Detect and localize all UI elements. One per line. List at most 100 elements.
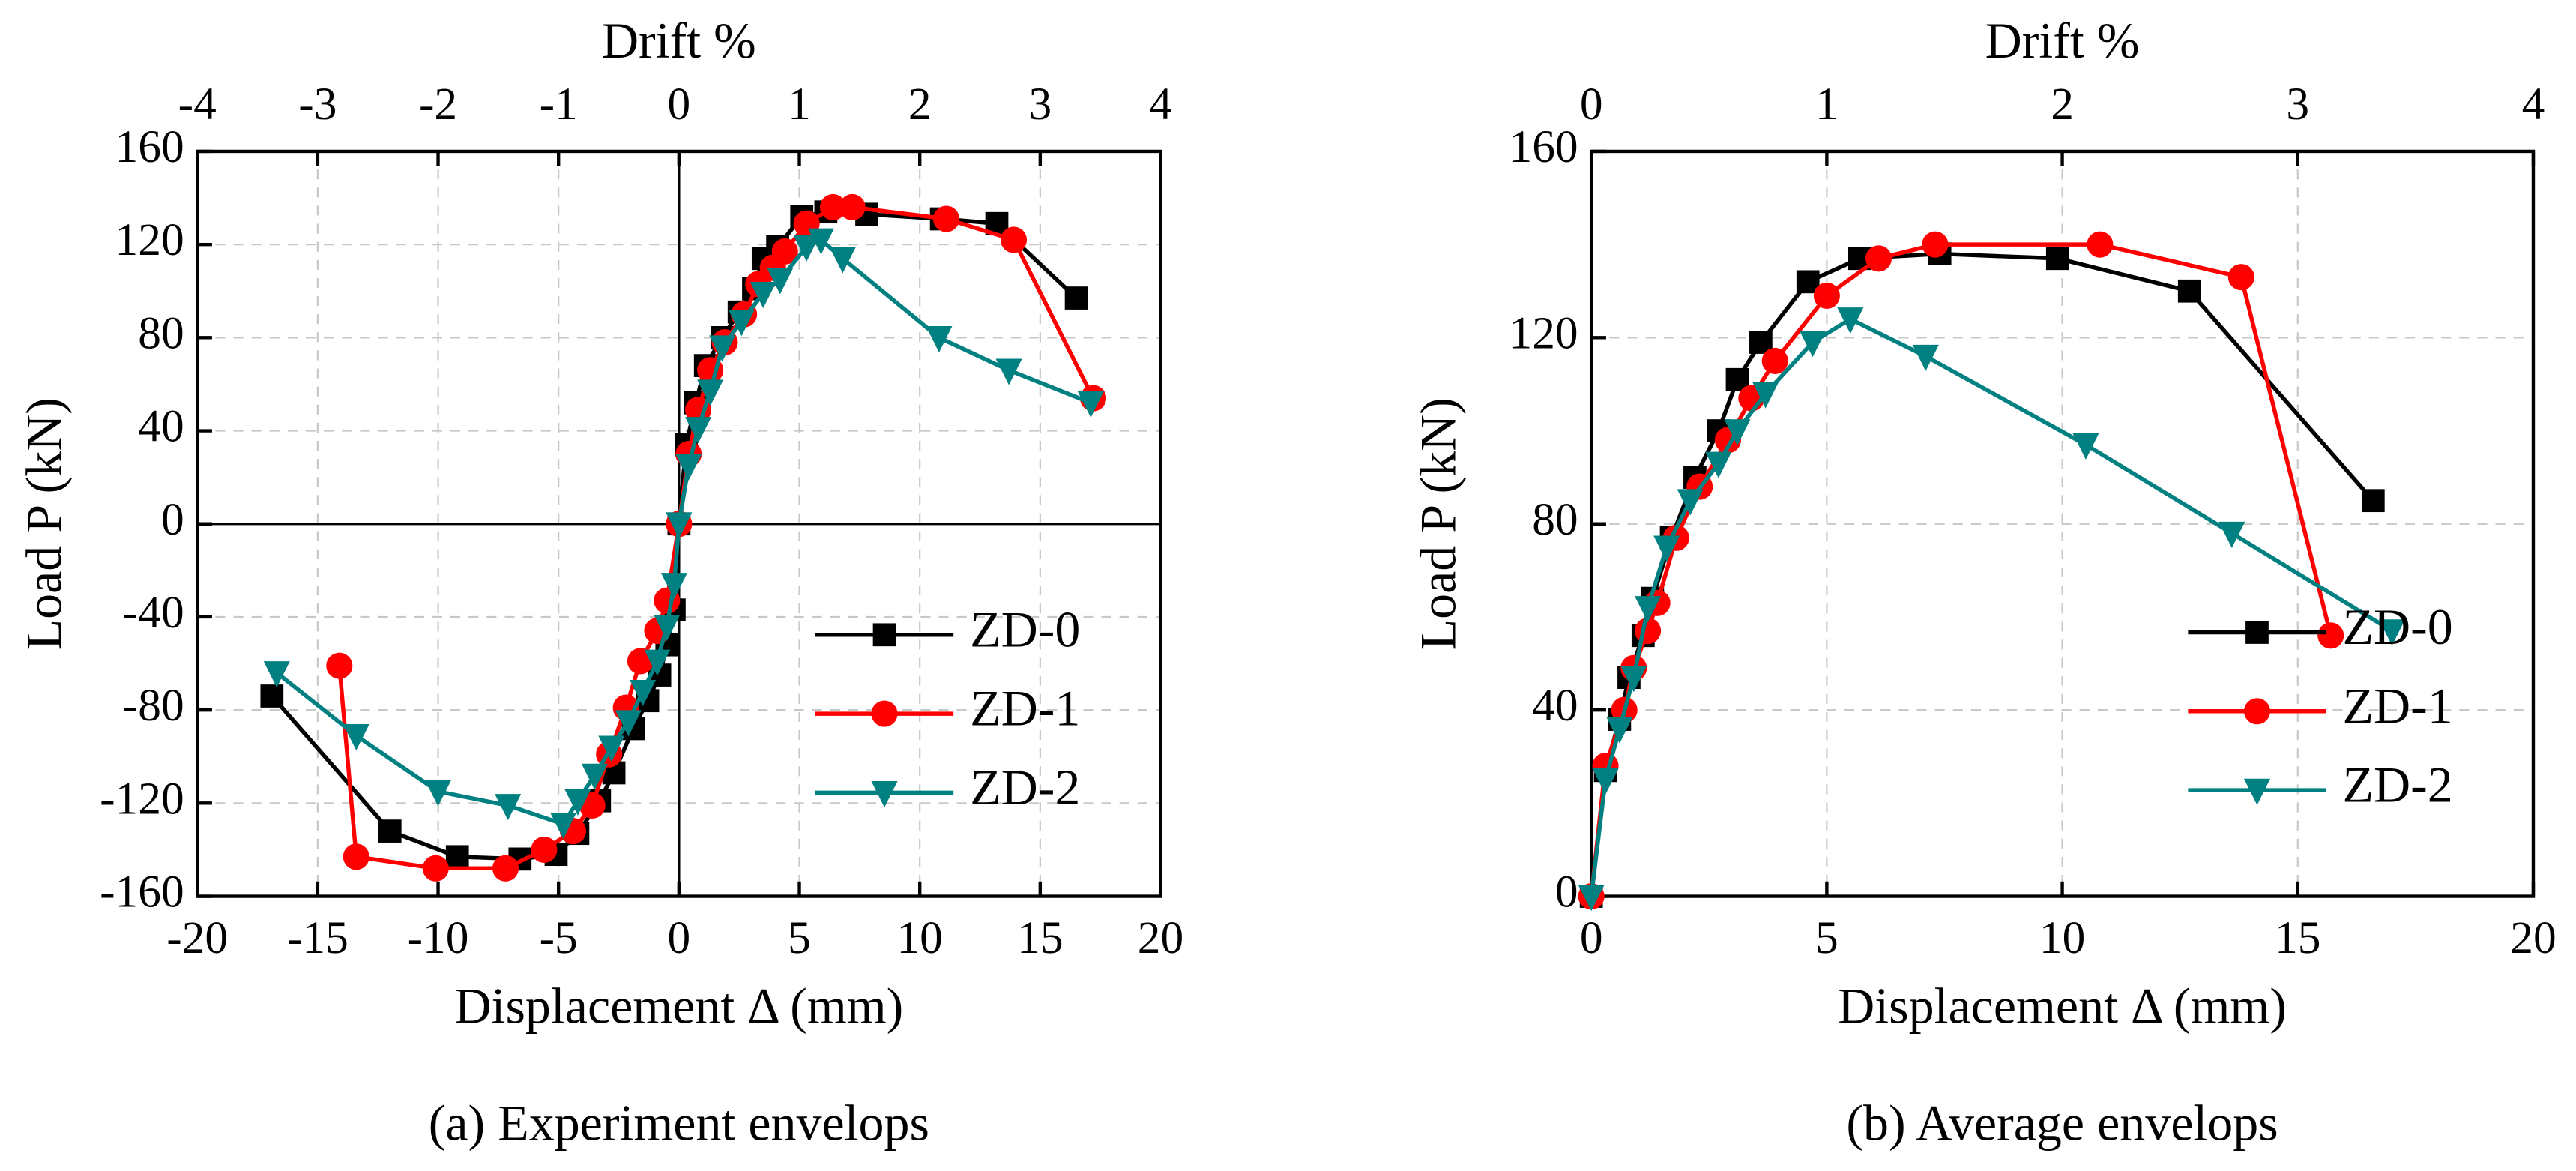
x-tick-label: 5 bbox=[1815, 912, 1839, 963]
x-tick-label: -5 bbox=[540, 912, 578, 963]
y-tick-label: -40 bbox=[123, 587, 184, 638]
marker bbox=[1724, 419, 1751, 446]
x-tick-label: 15 bbox=[1017, 912, 1063, 963]
x-tick-label: 15 bbox=[2275, 912, 2320, 963]
marker bbox=[1752, 382, 1779, 409]
x2-tick-label: 4 bbox=[2522, 79, 2545, 130]
marker bbox=[1813, 282, 1840, 310]
legend-marker bbox=[2243, 698, 2271, 725]
marker bbox=[793, 235, 820, 262]
marker bbox=[2378, 619, 2405, 646]
marker bbox=[1000, 226, 1028, 253]
marker bbox=[685, 417, 712, 444]
marker bbox=[2087, 231, 2114, 258]
x2-tick-label: 3 bbox=[1028, 79, 1052, 130]
y-tick-label: 0 bbox=[1555, 867, 1578, 918]
x2-tick-label: 0 bbox=[1580, 79, 1603, 130]
marker bbox=[343, 723, 369, 751]
marker bbox=[2218, 521, 2245, 548]
marker bbox=[1705, 451, 1732, 478]
marker bbox=[767, 268, 794, 295]
marker bbox=[926, 325, 953, 353]
x-tick-label: 10 bbox=[2039, 912, 2085, 963]
y-tick-label: 0 bbox=[161, 494, 184, 545]
legend-label: ZD-0 bbox=[2343, 598, 2453, 655]
marker bbox=[531, 836, 558, 863]
x-tick-label: -20 bbox=[166, 912, 228, 963]
y-tick-label: 120 bbox=[1509, 307, 1578, 358]
y-tick-label: 40 bbox=[1532, 680, 1578, 731]
x-tick-label: 20 bbox=[1138, 912, 1183, 963]
y-tick-label: 40 bbox=[138, 401, 184, 452]
legend: ZD-0 ZD-1 ZD-2 bbox=[815, 600, 1080, 816]
x2-tick-label: 1 bbox=[1815, 79, 1839, 130]
marker bbox=[378, 819, 402, 843]
legend-marker bbox=[872, 623, 896, 647]
marker bbox=[819, 193, 847, 221]
series-line bbox=[1589, 316, 2393, 897]
marker bbox=[1635, 596, 1662, 623]
marker bbox=[1620, 666, 1647, 693]
caption: (b) Average envelops bbox=[1846, 1094, 2278, 1151]
x2-axis-title: Drift % bbox=[602, 12, 756, 69]
marker bbox=[422, 855, 449, 882]
marker bbox=[260, 684, 284, 708]
marker bbox=[1922, 231, 1949, 258]
marker bbox=[326, 652, 353, 679]
y-tick-label: -160 bbox=[100, 867, 184, 918]
marker bbox=[492, 855, 519, 882]
x2-tick-label: -4 bbox=[178, 79, 217, 130]
marker bbox=[2177, 279, 2201, 303]
marker bbox=[615, 710, 642, 737]
marker bbox=[2045, 247, 2069, 271]
x-axis-title: Displacement Δ (mm) bbox=[1838, 978, 2287, 1035]
y-axis-title: Load P (kN) bbox=[1409, 397, 1466, 650]
x2-tick-label: 1 bbox=[788, 79, 811, 130]
marker bbox=[1865, 245, 1892, 272]
y-axis-title: Load P (kN) bbox=[15, 397, 72, 650]
marker bbox=[807, 228, 834, 255]
y-tick-label: 120 bbox=[115, 214, 184, 265]
marker bbox=[709, 335, 736, 362]
marker bbox=[829, 247, 856, 274]
legend-label: ZD-2 bbox=[2343, 756, 2453, 813]
legend-label: ZD-2 bbox=[970, 759, 1080, 816]
marker bbox=[1912, 344, 1939, 371]
legend-marker bbox=[871, 700, 898, 727]
x-tick-label: 20 bbox=[2510, 912, 2556, 963]
legend-marker bbox=[871, 781, 898, 808]
legend-marker bbox=[2245, 621, 2269, 644]
marker bbox=[771, 238, 798, 265]
y-tick-label: 160 bbox=[115, 121, 184, 172]
x2-tick-label: 0 bbox=[668, 79, 691, 130]
series-line bbox=[1589, 242, 2333, 897]
x-tick-label: 0 bbox=[1580, 912, 1603, 963]
marker bbox=[495, 794, 522, 821]
marker bbox=[343, 843, 369, 870]
marker bbox=[666, 512, 693, 539]
y-tick-label: -120 bbox=[100, 773, 184, 824]
marker bbox=[263, 661, 290, 688]
x2-tick-label: 2 bbox=[908, 79, 932, 130]
x2-tick-label: 4 bbox=[1149, 79, 1172, 130]
marker bbox=[932, 205, 960, 232]
legend-label: ZD-0 bbox=[970, 600, 1080, 657]
marker bbox=[424, 780, 452, 807]
x-tick-label: 0 bbox=[668, 912, 691, 963]
legend-marker bbox=[2243, 778, 2271, 805]
marker bbox=[630, 679, 657, 707]
x-tick-label: 10 bbox=[896, 912, 942, 963]
marker bbox=[2227, 264, 2254, 291]
x-tick-label: -15 bbox=[287, 912, 349, 963]
y-tick-label: -80 bbox=[123, 680, 184, 731]
marker bbox=[697, 379, 724, 406]
marker bbox=[1653, 535, 1680, 562]
y-tick-label: 80 bbox=[1532, 494, 1578, 545]
marker bbox=[660, 573, 687, 600]
marker bbox=[995, 358, 1022, 385]
marker bbox=[2361, 489, 2385, 513]
subplot: -20 -15 -10 -5 0 5 10 15 20-4 -3 -2 -1 0 1 2 3 4-160-120… bbox=[15, 12, 1183, 1151]
marker bbox=[1761, 347, 1788, 374]
